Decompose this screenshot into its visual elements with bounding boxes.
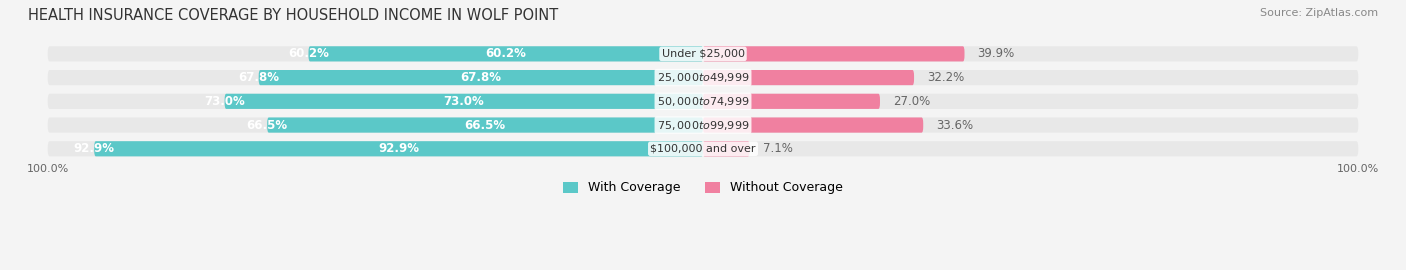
FancyBboxPatch shape (48, 117, 1358, 133)
Legend: With Coverage, Without Coverage: With Coverage, Without Coverage (558, 177, 848, 200)
Text: $25,000 to $49,999: $25,000 to $49,999 (657, 71, 749, 84)
FancyBboxPatch shape (308, 46, 703, 62)
Text: Source: ZipAtlas.com: Source: ZipAtlas.com (1260, 8, 1378, 18)
FancyBboxPatch shape (703, 46, 965, 62)
Text: 7.1%: 7.1% (762, 142, 793, 155)
FancyBboxPatch shape (703, 94, 880, 109)
Text: 92.9%: 92.9% (73, 142, 115, 155)
Text: 66.5%: 66.5% (246, 119, 288, 131)
Text: 66.5%: 66.5% (464, 119, 506, 131)
FancyBboxPatch shape (94, 141, 703, 156)
FancyBboxPatch shape (48, 94, 1358, 109)
Text: 39.9%: 39.9% (977, 47, 1015, 60)
FancyBboxPatch shape (703, 141, 749, 156)
Text: 73.0%: 73.0% (204, 95, 245, 108)
Text: 32.2%: 32.2% (927, 71, 965, 84)
Text: HEALTH INSURANCE COVERAGE BY HOUSEHOLD INCOME IN WOLF POINT: HEALTH INSURANCE COVERAGE BY HOUSEHOLD I… (28, 8, 558, 23)
Text: 27.0%: 27.0% (893, 95, 931, 108)
FancyBboxPatch shape (225, 94, 703, 109)
FancyBboxPatch shape (48, 70, 1358, 85)
FancyBboxPatch shape (267, 117, 703, 133)
Text: Under $25,000: Under $25,000 (661, 49, 745, 59)
Text: $100,000 and over: $100,000 and over (650, 144, 756, 154)
FancyBboxPatch shape (48, 46, 1358, 62)
Text: 67.8%: 67.8% (460, 71, 502, 84)
Text: 73.0%: 73.0% (443, 95, 484, 108)
Text: 100.0%: 100.0% (27, 164, 69, 174)
Text: $75,000 to $99,999: $75,000 to $99,999 (657, 119, 749, 131)
Text: 100.0%: 100.0% (1337, 164, 1379, 174)
Text: 67.8%: 67.8% (238, 71, 280, 84)
Text: 60.2%: 60.2% (288, 47, 329, 60)
FancyBboxPatch shape (703, 117, 924, 133)
Text: 60.2%: 60.2% (485, 47, 526, 60)
Text: $50,000 to $74,999: $50,000 to $74,999 (657, 95, 749, 108)
FancyBboxPatch shape (48, 141, 1358, 156)
Text: 92.9%: 92.9% (378, 142, 419, 155)
Text: 33.6%: 33.6% (936, 119, 973, 131)
FancyBboxPatch shape (259, 70, 703, 85)
FancyBboxPatch shape (703, 70, 914, 85)
